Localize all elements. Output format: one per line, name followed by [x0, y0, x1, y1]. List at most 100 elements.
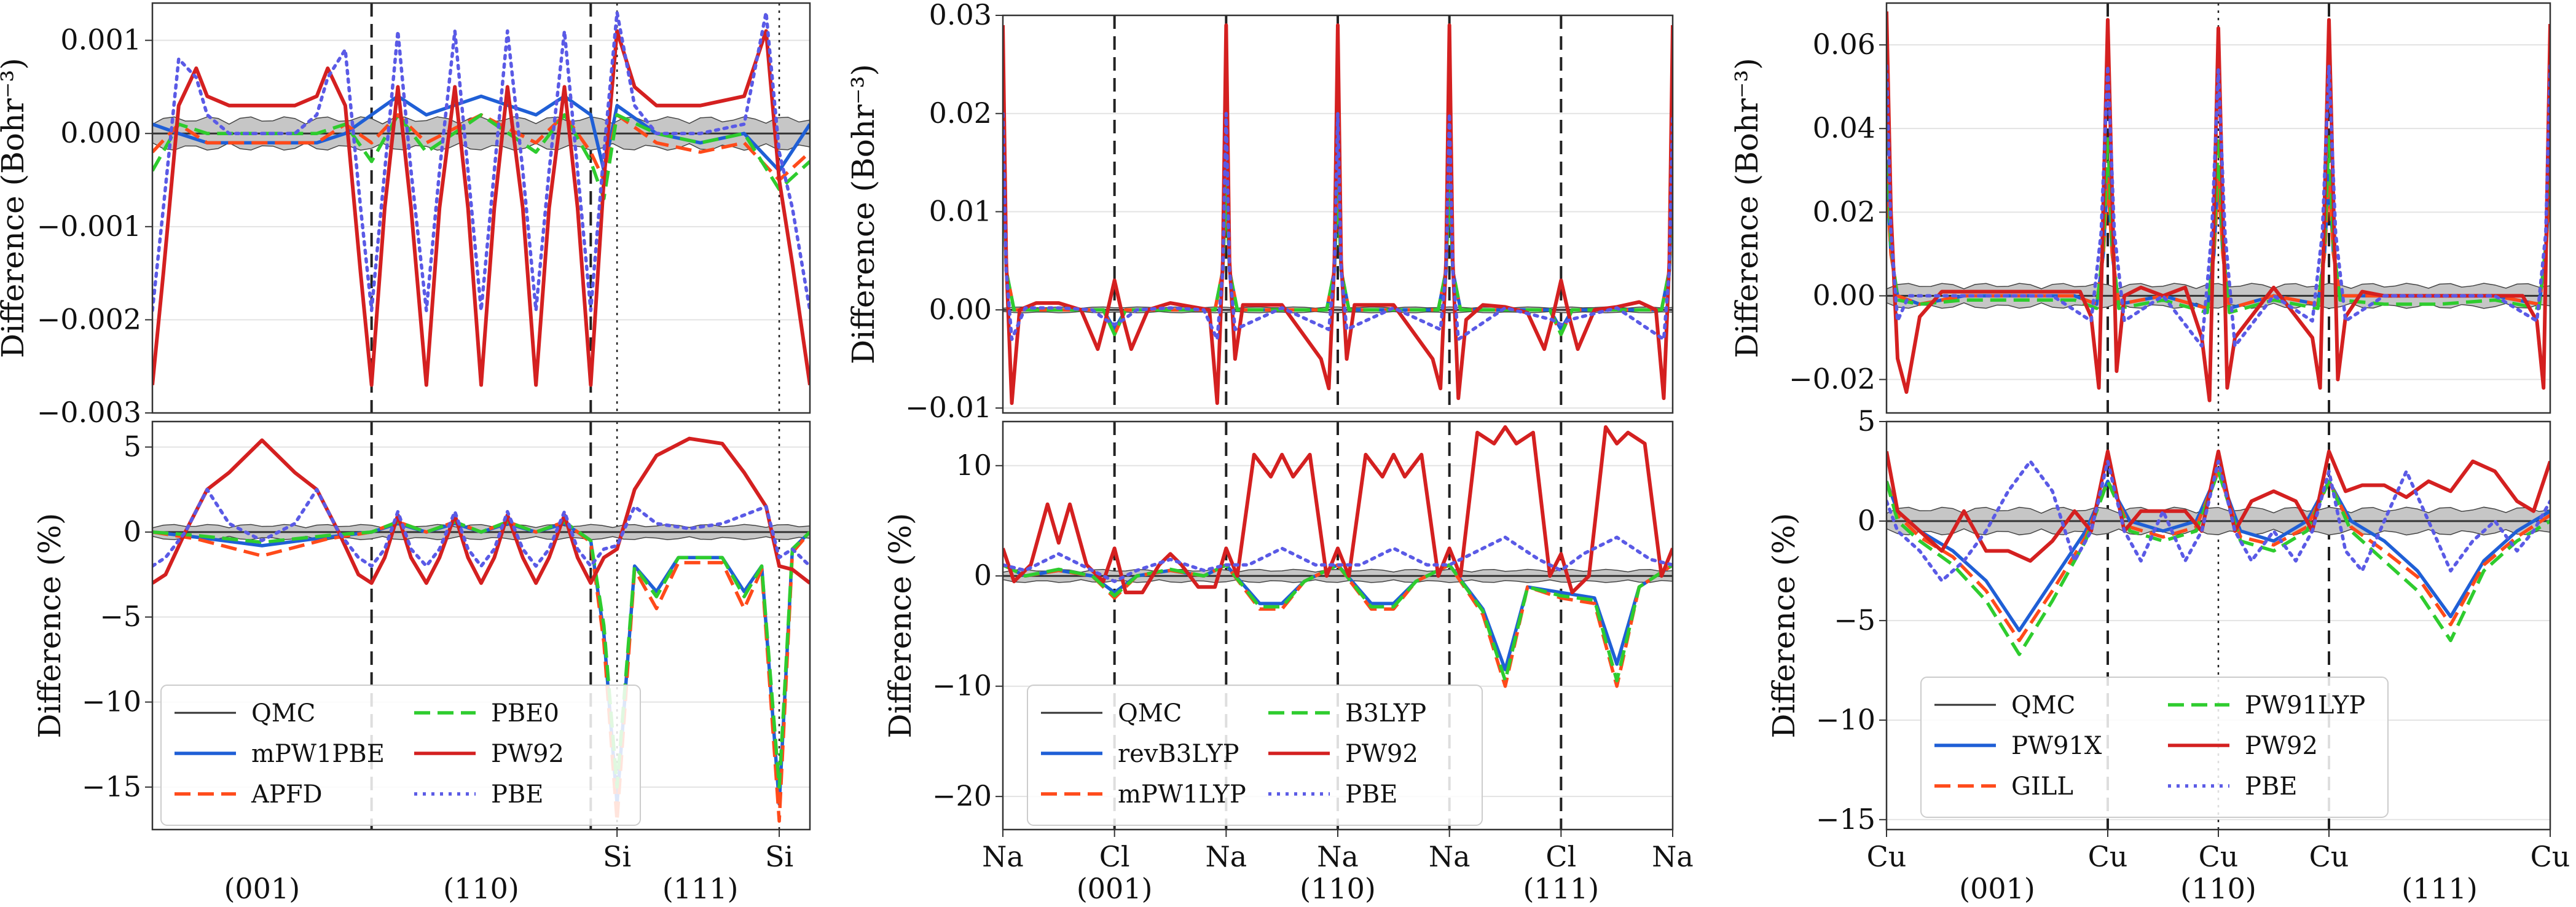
x-tick-label: Cu [2531, 840, 2570, 873]
series-line-PW92 [1003, 425, 1673, 595]
section-label: (110) [2180, 872, 2256, 905]
series-line-PBE [152, 487, 810, 568]
legend-label: PBE [1345, 780, 1398, 809]
panel-Si-difference: −0.003 −0.002 −0.001 0.000 0.001 Difference (… [0, 2, 811, 429]
y-tick-label: −10 [932, 669, 992, 702]
x-tick-label: Cu [2309, 840, 2349, 873]
series-line-PBE [1887, 64, 2550, 348]
x-tick-label: Cu [1867, 840, 1907, 873]
y-tick-label: −0.002 [37, 302, 141, 336]
y-tick-label: 0.02 [929, 96, 992, 130]
x-tick-label: Na [982, 840, 1024, 873]
y-tick-label: 0.06 [1813, 28, 1875, 61]
series-line-PBE [1003, 112, 1673, 341]
y-tick-label: −15 [82, 770, 141, 803]
legend-box [160, 685, 641, 826]
x-tick-label: Na [1652, 840, 1694, 873]
y-tick-label: −0.02 [1789, 363, 1875, 396]
section-label: (001) [1077, 872, 1153, 905]
x-tick-label: Cl [1545, 840, 1576, 873]
y-axis-label: Difference (%) [1766, 513, 1802, 739]
y-axis-label: Difference (%) [882, 513, 918, 739]
y-axis-label: Difference (%) [32, 513, 68, 739]
y-tick-label: 0.001 [60, 23, 141, 57]
legend-label: QMC [1118, 699, 1182, 728]
y-axis-label: Difference (Bohr⁻³) [1729, 58, 1765, 358]
section-label: (111) [2401, 872, 2478, 905]
series-line-PW92 [1887, 449, 2550, 563]
x-tick-label: Si [765, 840, 793, 873]
legend-label: QMC [2011, 691, 2075, 720]
y-tick-label: 0.000 [60, 116, 141, 149]
series-line-PW92 [152, 436, 810, 585]
legend: QMC PW91X GILL PW91LYP PW92 PBE [1920, 677, 2389, 818]
section-label: (111) [1523, 872, 1599, 905]
legend-label: PBE0 [491, 699, 559, 728]
series-line-PBE0 [152, 520, 810, 789]
y-tick-label: −0.01 [905, 391, 992, 424]
axes-frame [1002, 14, 1674, 414]
plot-area [1003, 23, 1673, 406]
section-label: (110) [443, 872, 519, 905]
legend-label: PW91LYP [2245, 691, 2365, 720]
legend-label: PW92 [491, 740, 564, 768]
legend-label: QMC [251, 699, 315, 728]
legend-label: PW91X [2011, 732, 2102, 760]
y-tick-label: −0.001 [37, 210, 141, 243]
y-axis-label: Difference (Bohr⁻³) [846, 64, 881, 364]
y-tick-label: 10 [956, 449, 992, 482]
y-axis-label: Difference (Bohr⁻³) [0, 58, 31, 358]
legend-label: PBE [491, 780, 544, 809]
y-tick-label: 0.01 [929, 195, 992, 228]
x-tick-label: Na [1205, 840, 1247, 873]
plot-area [1887, 449, 2550, 656]
series-line-PBE [152, 10, 810, 312]
series-line-PW92 [1003, 23, 1673, 406]
y-tick-label: 0.00 [1813, 278, 1875, 312]
axes-frame [151, 420, 811, 831]
legend-label: B3LYP [1345, 699, 1426, 728]
y-tick-label: −0.003 [37, 396, 141, 429]
y-tick-label: −5 [1834, 603, 1875, 637]
section-label: (111) [662, 872, 739, 905]
panel-Cu-difference: −0.02 0.00 0.02 0.04 0.06 Difference (Bohr⁻³) [1729, 2, 2551, 414]
legend-label: mPW1LYP [1118, 780, 1246, 809]
axes-frame [1885, 2, 2551, 414]
plot-area [1003, 425, 1673, 688]
panel-NaCl-difference: −0.01 0.00 0.01 0.02 0.03 Difference (Bohr⁻³) [846, 0, 1674, 424]
series-line-PW92 [152, 29, 810, 387]
x-tick-label: Cl [1099, 840, 1130, 873]
y-tick-label: −5 [100, 600, 141, 633]
y-tick-label: 0.04 [1813, 111, 1875, 144]
y-tick-label: −15 [1816, 803, 1875, 836]
panel-NaCl-percent: −20 −10 0 10 Difference (%) Na Cl Na Na Na Cl Na (00… [882, 420, 1694, 905]
y-tick-label: 5 [124, 430, 141, 463]
x-tick-label: Na [1317, 840, 1359, 873]
y-tick-label: −10 [82, 685, 141, 718]
legend-box [1920, 677, 2389, 818]
legend-label: revB3LYP [1118, 740, 1239, 768]
legend-label: mPW1PBE [251, 740, 385, 768]
legend-label: PW92 [1345, 740, 1418, 768]
y-tick-label: 5 [1858, 404, 1875, 438]
y-tick-label: 0.00 [929, 293, 992, 326]
y-tick-label: −10 [1816, 703, 1875, 736]
legend: QMC mPW1PBE APFD PBE0 PW92 PBE [160, 685, 641, 826]
section-label: (001) [224, 872, 300, 905]
series-line-B3LYP [1003, 563, 1673, 683]
panel-Si-percent: −15 −10 −5 0 5 Difference (%) Si Si (001) (110) (1… [32, 420, 811, 905]
y-tick-label: 0 [1858, 504, 1875, 537]
legend-label: GILL [2011, 772, 2073, 801]
series-line-PBE [1003, 535, 1673, 583]
legend-label: PW92 [2245, 732, 2318, 760]
series-line-PBE [1887, 460, 2550, 583]
legend-label: PBE [2245, 772, 2298, 801]
legend-box [1027, 685, 1483, 826]
x-tick-label: Na [1429, 840, 1471, 873]
section-label: (001) [1959, 872, 2035, 905]
y-tick-label: −20 [932, 779, 992, 812]
y-tick-label: 0.03 [929, 0, 992, 31]
section-label: (110) [1300, 872, 1376, 905]
x-tick-label: Si [603, 840, 631, 873]
